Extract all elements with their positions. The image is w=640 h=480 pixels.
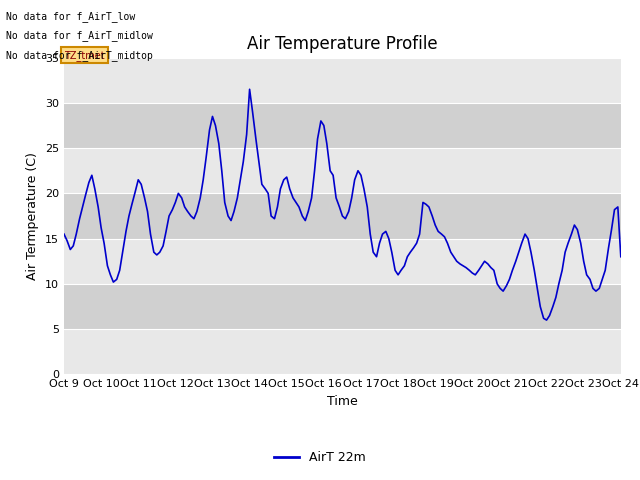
X-axis label: Time: Time — [327, 395, 358, 408]
Text: No data for f_AirT_low: No data for f_AirT_low — [6, 11, 136, 22]
Text: No data for f_AirT_midtop: No data for f_AirT_midtop — [6, 49, 153, 60]
Title: Air Temperature Profile: Air Temperature Profile — [247, 35, 438, 53]
Bar — [64, 239, 621, 284]
Bar — [64, 148, 621, 193]
Bar — [64, 193, 621, 239]
Text: No data for f_AirT_midlow: No data for f_AirT_midlow — [6, 30, 153, 41]
Bar — [64, 103, 621, 148]
Bar — [64, 284, 621, 329]
Text: TZ_tmet: TZ_tmet — [64, 49, 104, 60]
Y-axis label: Air Termperature (C): Air Termperature (C) — [26, 152, 40, 280]
Legend: AirT 22m: AirT 22m — [269, 446, 371, 469]
Bar — [64, 329, 621, 374]
Bar — [64, 58, 621, 103]
